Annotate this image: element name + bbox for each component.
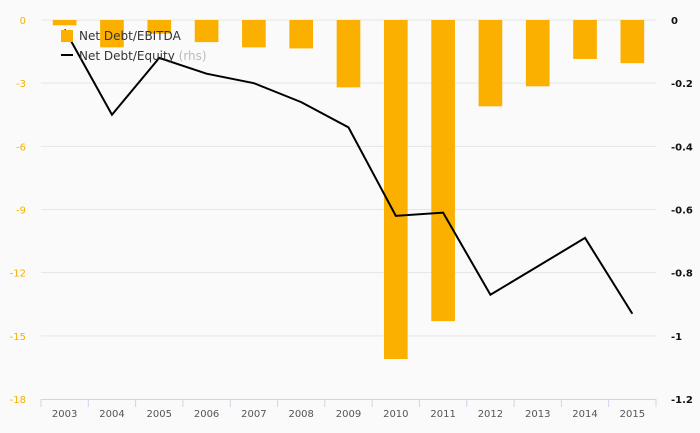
bar-2006[interactable] xyxy=(194,20,219,43)
bar-2007[interactable] xyxy=(242,20,266,48)
line-point-2015[interactable] xyxy=(630,312,634,316)
bar-2013[interactable] xyxy=(525,20,550,87)
x-tick-label: 2014 xyxy=(572,409,597,420)
legend-label-equity-suffix: (rhs) xyxy=(179,49,207,63)
y-left-tick-label: -9 xyxy=(16,206,26,217)
legend-swatch-bar xyxy=(61,30,73,42)
bar-2015[interactable] xyxy=(620,20,645,64)
bar-2009[interactable] xyxy=(336,20,361,88)
y-axis-left: 0 -3 -6 -9 -12 -15 -18 xyxy=(10,16,26,406)
x-tick-label: 2003 xyxy=(52,409,77,420)
line-net-debt-equity xyxy=(63,28,634,316)
bar-2003[interactable] xyxy=(52,20,77,26)
bar-2004[interactable] xyxy=(100,20,124,48)
legend-label-equity-name: Net Debt/Equity xyxy=(79,49,175,63)
bar-2012[interactable] xyxy=(478,20,503,107)
x-tick-label: 2005 xyxy=(147,409,172,420)
y-axis-right: 0 -0.2 -0.4 -0.6 -0.8 -1 -1.2 xyxy=(671,16,693,406)
legend-label-ebitda[interactable]: Net Debt/EBITDA xyxy=(79,29,182,43)
bar-2010[interactable] xyxy=(383,20,408,359)
x-tick-label: 2008 xyxy=(288,409,313,420)
bar-2014[interactable] xyxy=(573,20,597,59)
line-point-2007[interactable] xyxy=(252,81,256,85)
bar-2011[interactable] xyxy=(431,20,455,322)
y-right-tick-label: -1.2 xyxy=(671,395,693,406)
line-point-2006[interactable] xyxy=(205,72,209,76)
y-left-tick-label: -12 xyxy=(10,269,26,280)
x-tick-label: 2010 xyxy=(383,409,408,420)
y-left-tick-label: -6 xyxy=(16,142,26,153)
bar-2008[interactable] xyxy=(289,20,314,49)
line-point-2004[interactable] xyxy=(110,113,114,117)
x-tick-label: 2009 xyxy=(336,409,361,420)
x-tick-label: 2011 xyxy=(430,409,455,420)
y-left-tick-label: 0 xyxy=(20,16,26,27)
line-point-2014[interactable] xyxy=(583,236,587,240)
x-tick-label: 2013 xyxy=(525,409,550,420)
line-point-2009[interactable] xyxy=(347,125,351,129)
line-point-2010[interactable] xyxy=(394,214,398,218)
line-point-2012[interactable] xyxy=(488,293,492,297)
line-point-2013[interactable] xyxy=(536,264,540,268)
x-tick-label: 2015 xyxy=(620,409,645,420)
y-right-tick-label: -0.2 xyxy=(671,79,693,90)
x-axis: 2003 2004 2005 2006 2007 2008 2009 2010 2011 2012… xyxy=(40,399,657,420)
line-point-2008[interactable] xyxy=(299,100,303,104)
bars-net-debt-ebitda xyxy=(52,20,645,359)
x-tick-label: 2004 xyxy=(99,409,124,420)
line-point-2011[interactable] xyxy=(441,211,445,215)
y-left-tick-label: -18 xyxy=(10,395,26,406)
x-tick-label: 2007 xyxy=(241,409,266,420)
gridlines xyxy=(41,19,656,337)
y-right-tick-label: -0.6 xyxy=(671,206,693,217)
y-left-tick-label: -3 xyxy=(16,79,26,90)
x-tick-label: 2012 xyxy=(478,409,503,420)
y-right-tick-label: -1 xyxy=(671,332,682,343)
y-right-tick-label: -0.8 xyxy=(671,269,693,280)
y-right-tick-label: -0.4 xyxy=(671,142,693,153)
bar-2005[interactable] xyxy=(147,20,172,34)
legend: Net Debt/EBITDA Net Debt/Equity (rhs) xyxy=(61,29,207,63)
y-left-tick-label: -15 xyxy=(10,332,26,343)
y-right-tick-label: 0 xyxy=(671,16,678,27)
x-tick-label: 2006 xyxy=(194,409,219,420)
legend-label-equity[interactable]: Net Debt/Equity (rhs) xyxy=(79,49,207,63)
line-path xyxy=(63,28,634,315)
